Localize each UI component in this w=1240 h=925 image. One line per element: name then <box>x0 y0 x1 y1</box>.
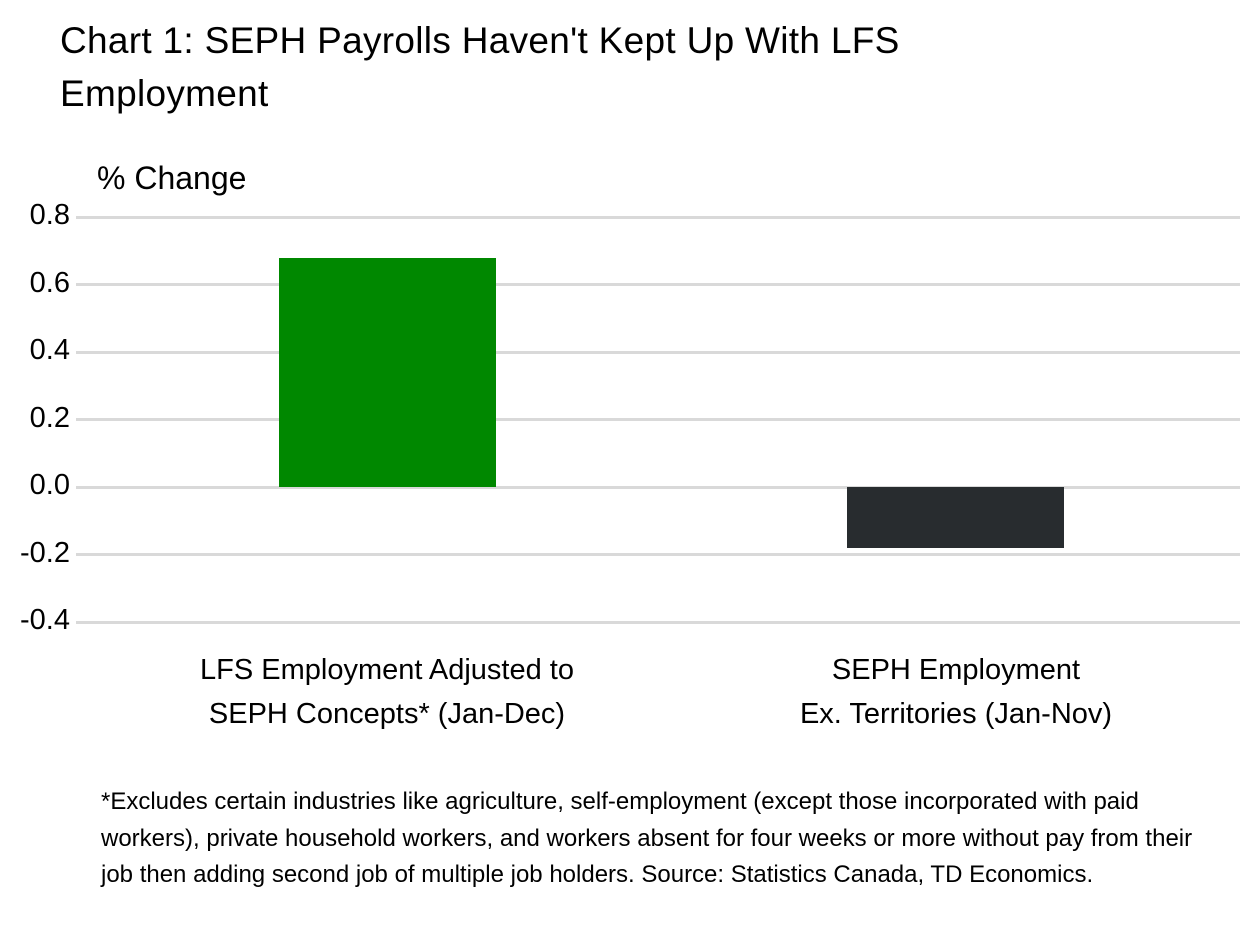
y-tick-label: 0.2 <box>29 401 70 434</box>
gridline <box>76 485 1240 489</box>
category-label-line: LFS Employment Adjusted to <box>200 654 574 686</box>
y-tick-label: 0.4 <box>29 334 70 366</box>
category-label-line: Ex. Territories (Jan-Nov) <box>799 698 1113 730</box>
gridline <box>76 553 1240 556</box>
y-tick-label: 0.0 <box>29 469 70 501</box>
gridline <box>76 215 1240 219</box>
y-tick-label: -0.2 <box>20 536 70 569</box>
gridline <box>76 283 1240 286</box>
y-tick-label: -0.4 <box>20 604 70 636</box>
category-label-line: SEPH Employment <box>831 654 1081 686</box>
bar-seph-employment <box>847 487 1064 548</box>
y-axis-label: % Change <box>97 160 247 196</box>
gridline <box>76 418 1240 421</box>
gridline <box>76 350 1240 354</box>
chart-title-line-2: Employment <box>60 73 269 114</box>
bar-lfs-employment <box>279 257 496 487</box>
footnote: *Excludes certain industries like agricu… <box>101 788 1193 888</box>
category-label-seph: SEPH Employment Ex. Territories (Jan-Nov… <box>706 648 1206 736</box>
y-tick-label: 0.6 <box>29 266 70 299</box>
chart-title: Chart 1: SEPH Payrolls Haven't Kept Up W… <box>60 14 1160 120</box>
gridline <box>76 620 1240 624</box>
category-label-line: SEPH Concepts* (Jan-Dec) <box>208 698 566 730</box>
y-tick-label: 0.8 <box>29 199 70 231</box>
chart-title-line-1: Chart 1: SEPH Payrolls Haven't Kept Up W… <box>60 20 900 61</box>
category-label-lfs: LFS Employment Adjusted to SEPH Concepts… <box>137 648 637 736</box>
